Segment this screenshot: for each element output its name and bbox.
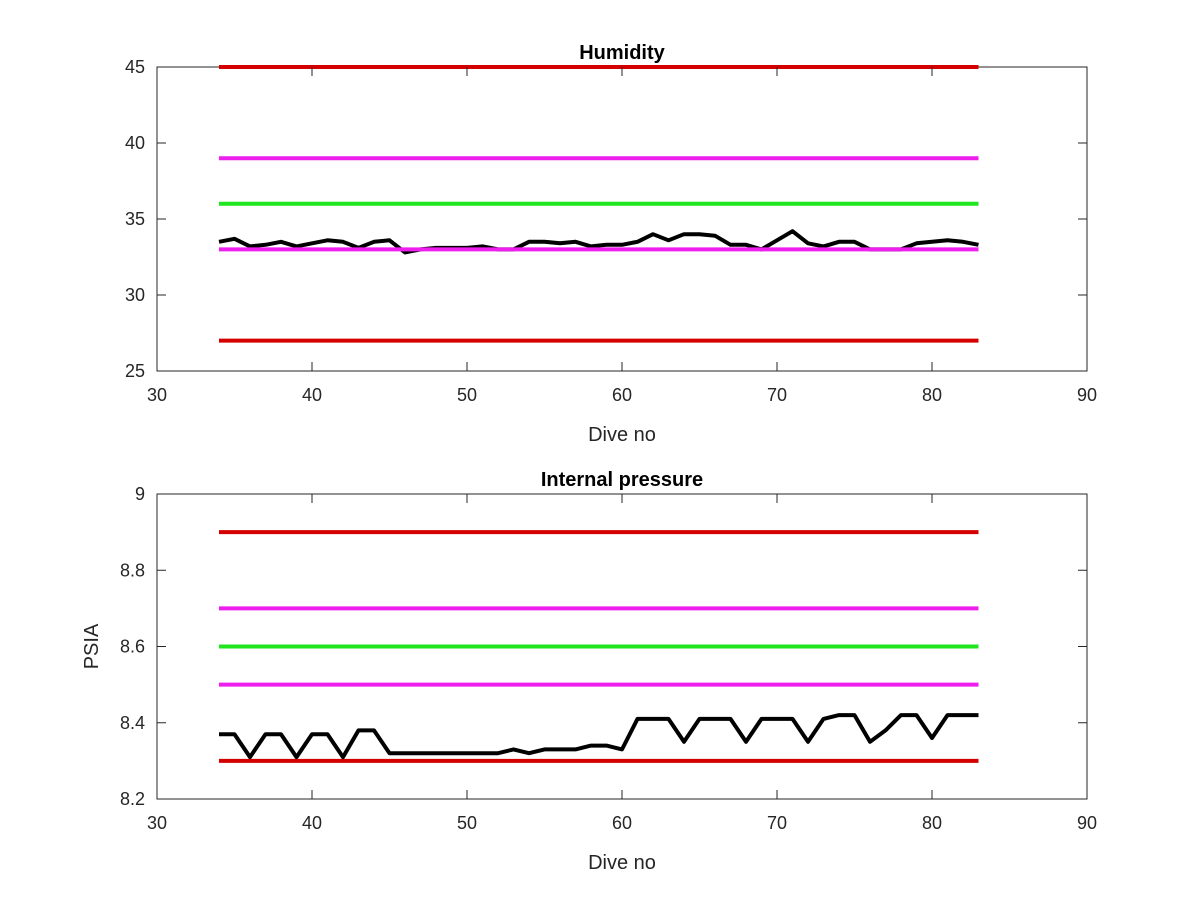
- chart-title: Internal pressure: [541, 469, 703, 491]
- x-axis-label: Dive no: [588, 424, 656, 446]
- plot-area: [156, 66, 1088, 372]
- x-tick-label: 40: [302, 385, 322, 405]
- y-axis-label: PSIA: [81, 623, 103, 669]
- series-line-4: [218, 229, 979, 255]
- y-tick-label: 8.2: [120, 789, 145, 809]
- y-tick-label: 40: [125, 133, 145, 153]
- y-tick-label: 8.4: [120, 713, 145, 733]
- x-tick-label: 90: [1077, 813, 1097, 833]
- x-tick-label: 70: [767, 385, 787, 405]
- x-axis-label: Dive no: [588, 852, 656, 874]
- series-line-6: [219, 713, 979, 760]
- y-tick-label: 9: [135, 484, 145, 504]
- plot-panel-2: 30 40 50 60 70 80 90 8.2 8.4 8.6 8.8 9 Internal pres…: [81, 469, 1097, 874]
- x-tick-label: 50: [457, 385, 477, 405]
- y-tick-label: 30: [125, 285, 145, 305]
- y-tick-label: 8.8: [120, 560, 145, 580]
- y-tick-label: 35: [125, 209, 145, 229]
- x-tick-label: 70: [767, 813, 787, 833]
- x-tick-label: 90: [1077, 385, 1097, 405]
- y-tick-label: 25: [125, 361, 145, 381]
- x-tick-label: 60: [612, 385, 632, 405]
- x-tick-label: 60: [612, 813, 632, 833]
- x-tick-label: 80: [922, 385, 942, 405]
- chart-title: Humidity: [579, 42, 665, 64]
- y-tick-label: 8.6: [120, 637, 145, 657]
- x-tick-label: 30: [147, 813, 167, 833]
- x-tick-label: 30: [147, 385, 167, 405]
- y-tick-label: 45: [125, 57, 145, 77]
- x-tick-label: 50: [457, 813, 477, 833]
- x-tick-label: 40: [302, 813, 322, 833]
- x-tick-label: 80: [922, 813, 942, 833]
